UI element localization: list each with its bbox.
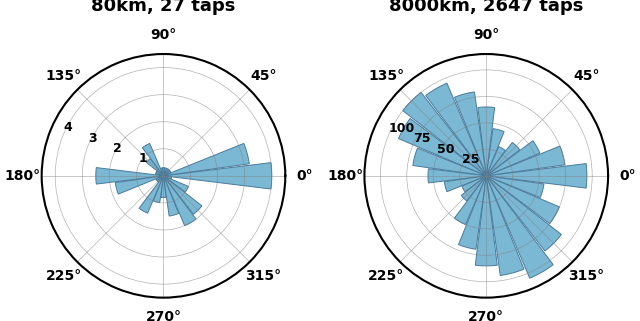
Bar [476,176,497,266]
Bar [478,107,495,176]
Bar [486,176,553,278]
Bar [157,176,163,182]
Bar [142,143,163,176]
Bar [444,176,486,192]
Bar [163,176,179,216]
Bar [115,176,163,194]
Bar [163,163,272,189]
Bar [161,168,163,176]
Bar [163,176,172,179]
Bar [454,176,486,225]
Bar [163,168,164,176]
Bar [163,169,170,176]
Bar [486,146,565,176]
Bar [163,168,168,176]
Bar [454,92,486,176]
Title: 8000km, 2647 taps: 8000km, 2647 taps [389,0,584,15]
Bar [163,168,166,176]
Bar [486,176,561,251]
Bar [486,129,504,176]
Bar [161,176,166,197]
Bar [156,171,163,176]
Bar [163,176,196,226]
Bar [163,171,171,176]
Bar [163,143,249,176]
Bar [163,176,188,192]
Bar [403,92,486,176]
Bar [461,176,486,201]
Bar [156,173,163,176]
Bar [486,141,540,176]
Bar [154,176,163,203]
Bar [399,118,486,176]
Bar [486,147,506,176]
Bar [486,176,544,198]
Bar [486,176,524,275]
Bar [413,148,486,176]
Bar [458,176,486,249]
Bar [96,168,163,184]
Bar [462,176,486,192]
Title: 80km, 27 taps: 80km, 27 taps [92,0,236,15]
Bar [163,176,202,214]
Bar [428,169,486,183]
Bar [486,164,587,188]
Bar [426,83,486,176]
Bar [139,176,163,213]
Bar [486,143,520,176]
Bar [147,159,163,176]
Bar [156,176,163,181]
Bar [486,176,559,224]
